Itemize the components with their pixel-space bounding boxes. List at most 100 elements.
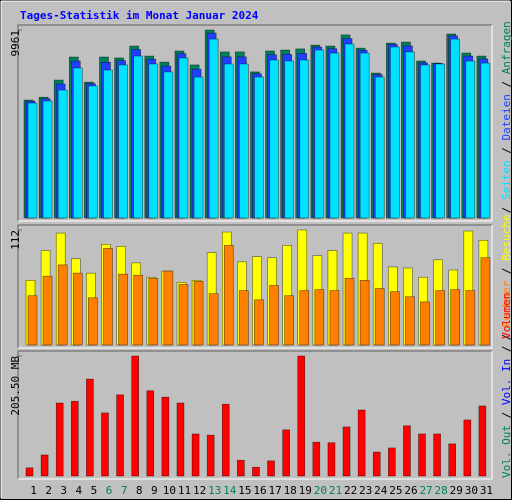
bar (359, 52, 370, 219)
bar (86, 378, 94, 477)
bar (42, 275, 53, 346)
y-tick-label: 112 (9, 230, 22, 250)
bar (178, 284, 189, 346)
bar (223, 245, 234, 346)
bar (357, 409, 366, 477)
bar (118, 64, 128, 219)
legend: / Rechner / Besuche (500, 215, 512, 347)
bar (314, 49, 325, 219)
panel-border (18, 225, 493, 349)
y-tick-label: 205.50 MB (9, 356, 22, 416)
bar (463, 419, 472, 477)
chart-title: Tages-Statistik im Monat Januar 2024 (20, 9, 259, 22)
bar (237, 459, 245, 477)
legend-entry: Anfragen (500, 21, 512, 74)
x-tick-label: 30 (465, 484, 478, 497)
bar (344, 277, 355, 346)
bar (118, 273, 128, 346)
bar (374, 76, 385, 219)
legend: Vol. Out / Vol. In / Volumen (500, 293, 512, 478)
legend-separator: / (500, 339, 512, 359)
bar (480, 257, 491, 346)
x-tick-label: 23 (359, 484, 372, 497)
bar (269, 285, 279, 346)
bar (133, 55, 143, 219)
bar (88, 85, 98, 219)
bar (27, 295, 38, 346)
bar (390, 291, 400, 346)
legend-entry: Besuche (500, 215, 512, 261)
bar (435, 63, 445, 219)
x-tick-label: 8 (136, 484, 143, 497)
legend-entry: Seiten (500, 160, 512, 200)
x-tick-label: 20 (314, 484, 327, 497)
x-tick-label: 3 (60, 484, 67, 497)
bar (465, 60, 476, 219)
x-tick-label: 16 (253, 484, 266, 497)
bar (359, 280, 370, 346)
legend: / Seiten / Dateien / Anfragen (500, 21, 512, 220)
bar (103, 69, 113, 219)
legend-entry: Dateien (500, 94, 512, 140)
bar (208, 293, 219, 346)
bar (208, 38, 219, 219)
bar (403, 425, 411, 477)
x-tick-label: 7 (121, 484, 128, 497)
panel-border (17, 350, 492, 479)
bar (101, 412, 109, 477)
legend-entry: Vol. Out (500, 425, 512, 478)
bar (239, 63, 249, 219)
x-tick-label: 4 (76, 484, 83, 497)
bar (72, 67, 83, 219)
bar (176, 402, 185, 477)
bar (329, 290, 340, 346)
bar (299, 59, 310, 219)
panel-border (17, 24, 492, 221)
x-tick-label: 9 (151, 484, 158, 497)
bar (206, 434, 215, 477)
legend-entry: Rechner (500, 280, 512, 327)
bar (148, 63, 159, 219)
bar (282, 429, 290, 477)
bar (163, 71, 174, 219)
bar (450, 38, 461, 219)
bar (70, 400, 79, 477)
bar (221, 403, 230, 477)
bar (103, 248, 113, 346)
bar (374, 288, 385, 346)
x-tick-label: 17 (268, 484, 281, 497)
bar (435, 290, 445, 346)
bar (239, 290, 249, 346)
x-tick-label: 21 (329, 484, 342, 497)
x-tick-label: 15 (238, 484, 251, 497)
bar (329, 52, 340, 219)
legend-entry: Vol. In (500, 359, 512, 405)
bar (254, 76, 264, 219)
x-tick-label: 14 (223, 484, 237, 497)
bar (390, 46, 400, 219)
bar (448, 443, 457, 477)
bar (314, 289, 325, 346)
x-tick-label: 12 (193, 484, 206, 497)
bar (420, 301, 430, 346)
bar (133, 274, 143, 346)
bar (267, 460, 275, 477)
bar (405, 51, 415, 219)
x-tick-label: 2 (45, 484, 52, 497)
bar (465, 290, 476, 346)
bar (57, 264, 68, 346)
legend-separator: / (500, 74, 512, 94)
bar (420, 64, 430, 219)
bar (433, 433, 441, 477)
legend-separator: / (500, 141, 512, 161)
legend-separator: / (500, 327, 512, 347)
bar (55, 402, 64, 477)
bar (161, 396, 170, 477)
bar (223, 63, 234, 219)
bar (284, 295, 294, 346)
bar (342, 426, 351, 477)
bar (146, 390, 155, 477)
x-tick-label: 22 (344, 484, 357, 497)
bar (327, 442, 336, 477)
